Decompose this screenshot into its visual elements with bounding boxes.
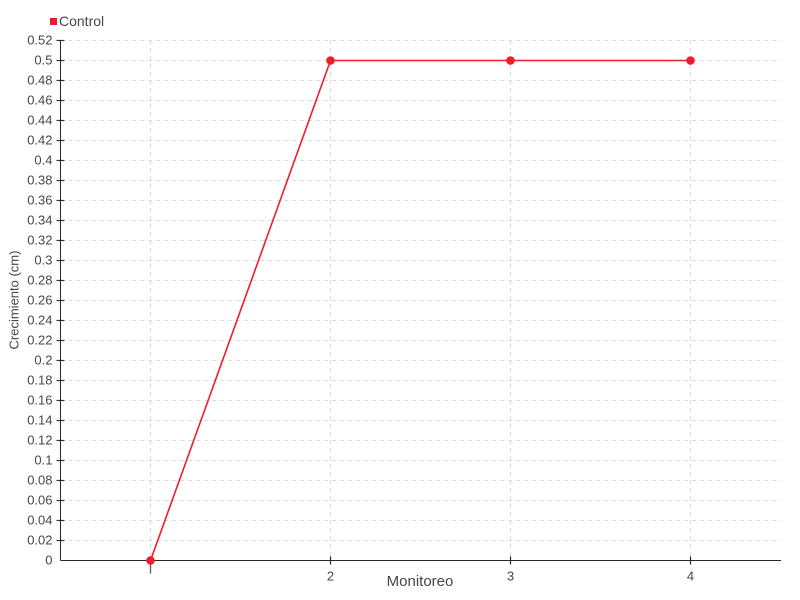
svg-text:0.26: 0.26 [27, 293, 52, 308]
svg-text:0.36: 0.36 [27, 193, 52, 208]
svg-text:0.2: 0.2 [34, 353, 52, 368]
svg-text:0: 0 [45, 553, 52, 568]
svg-text:0.5: 0.5 [34, 53, 52, 68]
svg-text:2: 2 [327, 569, 334, 584]
svg-text:0.12: 0.12 [27, 433, 52, 448]
svg-text:0.52: 0.52 [27, 33, 52, 48]
svg-text:4: 4 [687, 569, 694, 584]
svg-text:0.14: 0.14 [27, 413, 52, 428]
svg-text:0.24: 0.24 [27, 313, 52, 328]
svg-text:0.3: 0.3 [34, 253, 52, 268]
svg-text:0.44: 0.44 [27, 113, 52, 128]
svg-text:0.48: 0.48 [27, 73, 52, 88]
svg-text:0.18: 0.18 [27, 373, 52, 388]
svg-text:0.08: 0.08 [27, 473, 52, 488]
svg-text:0.42: 0.42 [27, 133, 52, 148]
svg-text:0.38: 0.38 [27, 173, 52, 188]
svg-text:0.06: 0.06 [27, 493, 52, 508]
svg-text:0.46: 0.46 [27, 93, 52, 108]
svg-text:0.16: 0.16 [27, 393, 52, 408]
svg-text:0.1: 0.1 [34, 453, 52, 468]
svg-text:3: 3 [507, 569, 514, 584]
svg-text:0.22: 0.22 [27, 333, 52, 348]
svg-text:0.02: 0.02 [27, 533, 52, 548]
svg-text:0.32: 0.32 [27, 233, 52, 248]
svg-text:0.28: 0.28 [27, 273, 52, 288]
svg-text:0.34: 0.34 [27, 213, 52, 228]
svg-text:0.4: 0.4 [34, 153, 52, 168]
svg-text:0.04: 0.04 [27, 513, 52, 528]
